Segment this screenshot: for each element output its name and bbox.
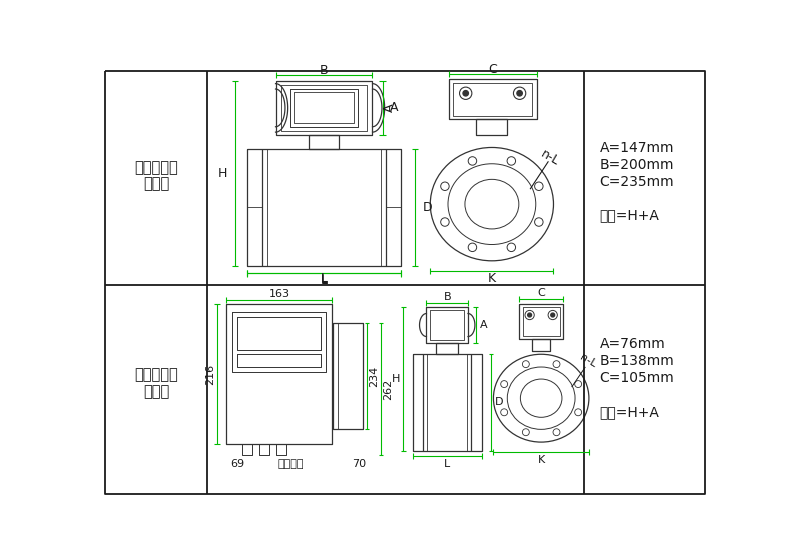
Text: 电磁流量计: 电磁流量计 [134, 160, 178, 174]
Text: C=105mm: C=105mm [600, 371, 675, 385]
Text: 分体表头: 分体表头 [277, 459, 304, 470]
Text: 一体型: 一体型 [143, 177, 169, 192]
Text: 216: 216 [205, 364, 215, 385]
Text: A=147mm: A=147mm [600, 141, 674, 155]
Text: 电磁流量计: 电磁流量计 [134, 368, 178, 382]
Text: B: B [443, 292, 451, 302]
Text: L: L [444, 458, 450, 468]
Text: L: L [321, 272, 328, 285]
Text: n-L: n-L [578, 353, 598, 370]
Text: L: L [321, 274, 328, 287]
Text: A: A [480, 320, 488, 330]
Text: 234: 234 [369, 366, 379, 387]
Text: A: A [390, 101, 399, 115]
Text: n-L: n-L [539, 148, 562, 168]
Text: 262: 262 [383, 378, 393, 400]
Text: A=76mm: A=76mm [600, 337, 665, 351]
Text: D: D [423, 201, 432, 214]
Text: 分体型: 分体型 [143, 385, 169, 400]
Text: C: C [537, 288, 545, 299]
Text: K: K [537, 455, 545, 465]
Text: C: C [488, 63, 497, 76]
Text: L: L [321, 273, 328, 286]
Text: C=235mm: C=235mm [600, 175, 675, 189]
Circle shape [517, 91, 522, 96]
Text: 69: 69 [231, 459, 245, 470]
Text: B: B [320, 64, 329, 77]
Circle shape [551, 313, 555, 317]
Text: K: K [487, 272, 496, 285]
Text: B=138mm: B=138mm [600, 354, 675, 368]
Text: H: H [392, 374, 400, 384]
Text: 总高=H+A: 总高=H+A [600, 405, 660, 419]
Text: D: D [495, 397, 504, 407]
Circle shape [463, 91, 468, 96]
Text: 总高=H+A: 总高=H+A [600, 209, 660, 222]
Text: A: A [383, 103, 396, 112]
Text: H: H [217, 167, 227, 180]
Circle shape [528, 313, 532, 317]
Text: 70: 70 [352, 459, 366, 470]
Text: B=200mm: B=200mm [600, 158, 674, 172]
Text: 163: 163 [269, 289, 289, 299]
